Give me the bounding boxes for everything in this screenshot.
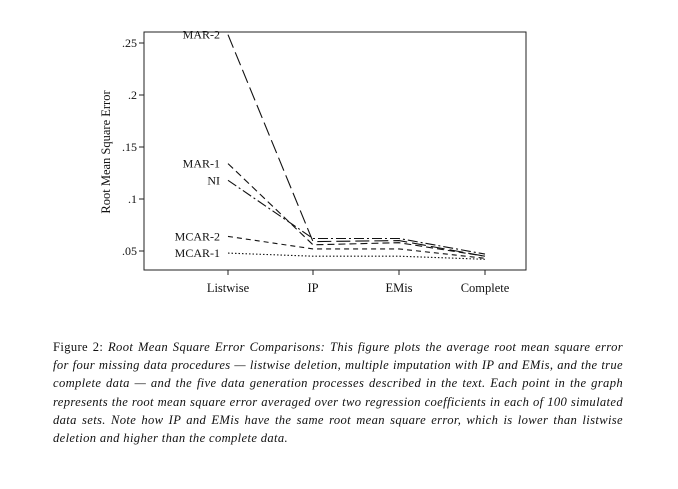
series-label-ni: NI bbox=[207, 173, 220, 187]
series-line-ni bbox=[227, 179, 486, 255]
series-label-mcar-1: MCAR-1 bbox=[175, 246, 220, 260]
series-line-mar-2 bbox=[227, 34, 486, 257]
series-label-mcar-2: MCAR-2 bbox=[175, 229, 220, 243]
x-tick-label: Listwise bbox=[207, 281, 250, 295]
y-tick-label: .15 bbox=[122, 140, 137, 154]
y-axis: .05 .1 .15 .2 .25 bbox=[122, 36, 144, 258]
x-tick-label: Complete bbox=[461, 281, 510, 295]
x-axis: Listwise IP EMis Complete bbox=[207, 270, 510, 295]
series-line-mcar-1 bbox=[227, 252, 486, 260]
caption-text: Root Mean Square Error Comparisons: This… bbox=[53, 340, 623, 446]
rmse-chart: .05 .1 .15 .2 .25 Listwise IP EMis Complete MAR… bbox=[99, 28, 527, 295]
y-tick-label: .1 bbox=[128, 192, 137, 206]
y-tick-label: .25 bbox=[122, 36, 137, 50]
series-label-mar-1: MAR-1 bbox=[183, 157, 220, 171]
plot-frame bbox=[143, 31, 527, 271]
series-labels: MAR-2 MAR-1 NI MCAR-2 MCAR-1 bbox=[175, 28, 220, 260]
x-tick-label: EMis bbox=[385, 281, 412, 295]
series-line-mcar-2 bbox=[227, 235, 486, 259]
series-line-mar-1 bbox=[227, 163, 486, 257]
figure-label: Figure 2: bbox=[53, 340, 109, 354]
figure-caption: Figure 2: Root Mean Square Error Compari… bbox=[53, 338, 623, 447]
y-tick-label: .2 bbox=[128, 88, 137, 102]
x-tick-label: IP bbox=[307, 281, 318, 295]
series-label-mar-2: MAR-2 bbox=[183, 28, 220, 42]
y-tick-label: .05 bbox=[122, 244, 137, 258]
series-lines bbox=[227, 34, 486, 260]
y-axis-title: Root Mean Square Error bbox=[99, 90, 113, 214]
